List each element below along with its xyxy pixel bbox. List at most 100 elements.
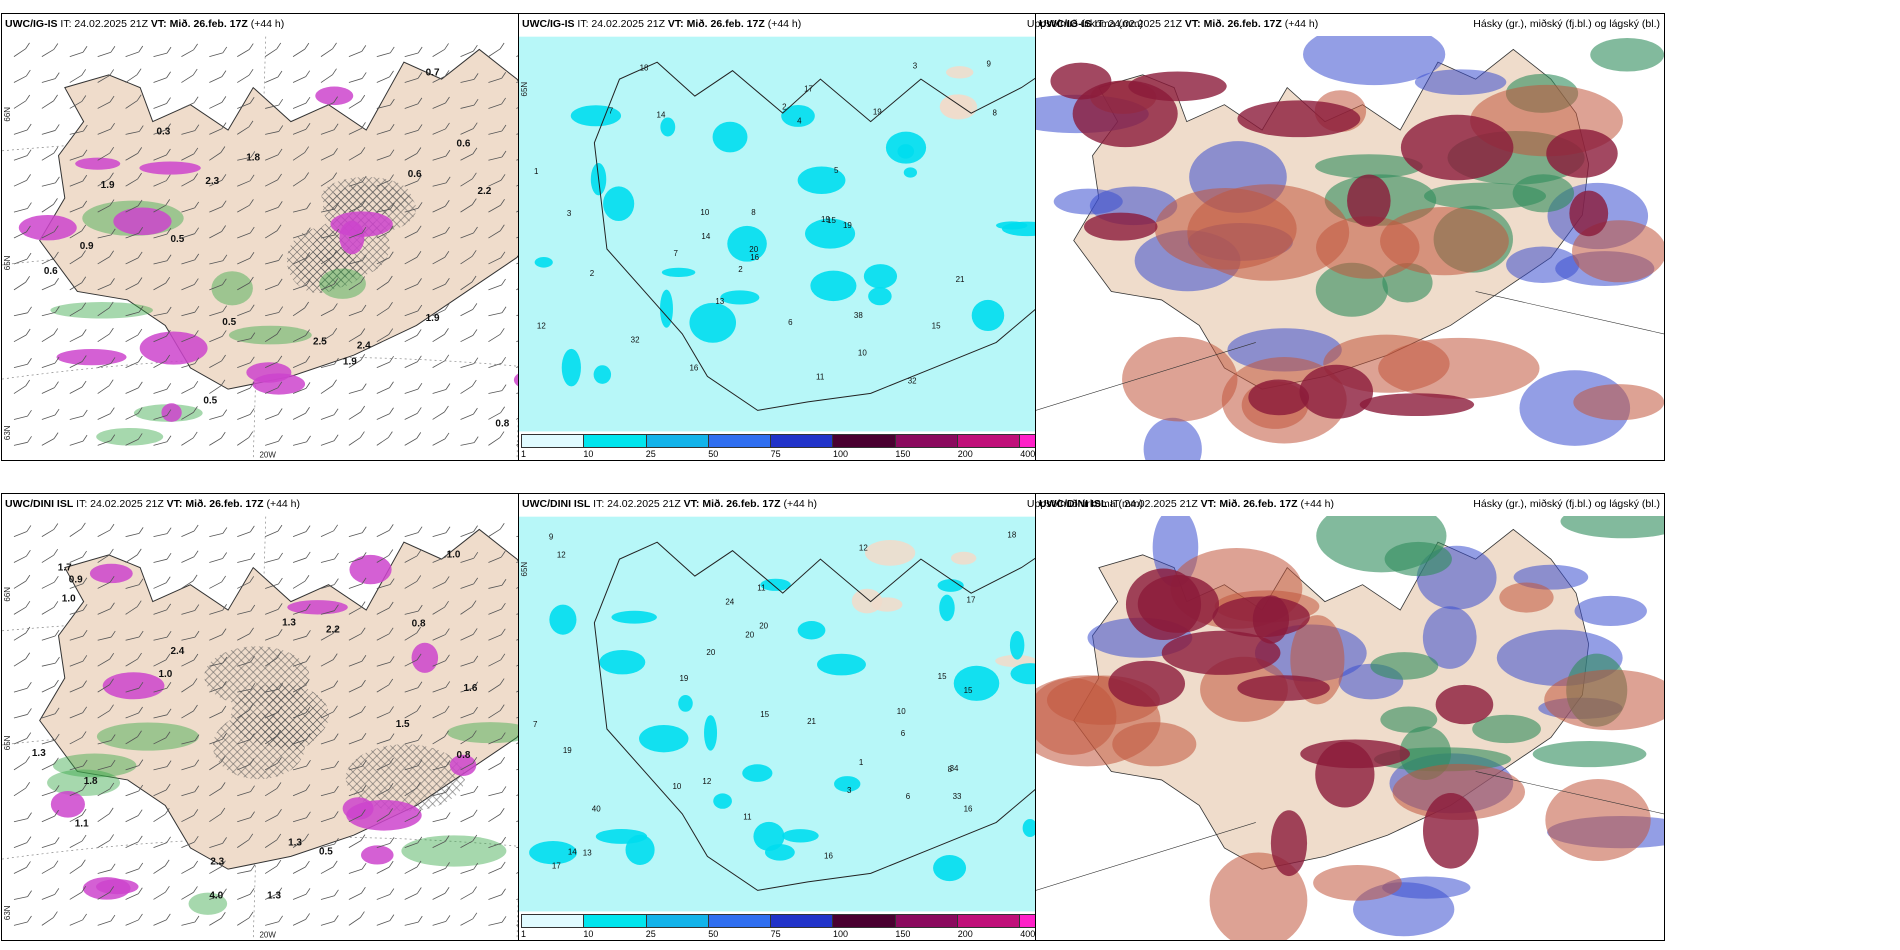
heavy-precip-area [625,834,655,865]
heavy-precip-area [534,257,553,268]
latitude-label: 65N [3,255,12,270]
init-time: IT: 24.02.2025 21Z [60,18,148,30]
high-cloud-area [1380,706,1438,733]
precip-value: 21 [807,717,816,726]
colorbar-label: 50 [708,449,719,459]
heavy-precip-area [971,299,1005,332]
precip-value: 16 [689,364,698,373]
precip-value: 20 [759,621,768,630]
low-cloud-area [1422,606,1477,669]
snow-depth-value: 1.6 [464,683,478,694]
mid-cloud-dense-area [1248,379,1310,416]
map-canvas: 0.5 0.9 0.6 1.9 1.8 0.8 0.7 1.9 2.5 2.4 0.5 0.3 0.6 2… [2,36,630,460]
colorbar-label: 1 [521,449,527,459]
colorbar-label: 75 [770,929,781,939]
snow-depth-value: 1.8 [84,776,98,787]
snow-depth-value: 0.8 [495,418,509,429]
dry-area [865,539,916,566]
snow-depth-value: 2.2 [326,624,340,635]
colorbar-label: 400 [1020,929,1036,939]
panel-header: UWC/DINI ISL IT: 24.02.2025 21Z VT: Mið.… [2,494,630,516]
latitude-label: 66N [3,587,12,602]
dry-area [939,94,973,119]
rain-area [47,769,121,797]
mid-cloud-dense-area [1299,364,1374,419]
valid-time: VT: Mið. 26.feb. 17Z [683,498,781,510]
mid-cloud-dense-area [1300,739,1410,769]
precip-value: 15 [760,710,769,719]
mid-cloud-dense-area [1435,684,1494,725]
low-cloud-area [1382,876,1471,899]
colorbar-label: 400 [1020,449,1036,459]
map-area: 0.5 0.9 0.6 1.9 1.8 0.8 0.7 1.9 2.5 2.4 0.5 0.3 0.6 2… [2,36,630,460]
snow-depth-value: 0.5 [222,317,236,328]
latitude-label: 66N [3,107,12,122]
high-cloud-area [1370,652,1439,680]
colorbar-label: 150 [895,449,911,459]
snow-depth-value: 0.5 [170,234,184,245]
snow-area [342,797,374,820]
high-cloud-area [1590,37,1664,72]
precip-value: 3 [847,786,852,795]
map-canvas [1036,36,1664,460]
heavy-precip-area [1022,819,1038,838]
panel-header: UWC/DINI ISL IT: 24.02.2025 21Z VT: Mið.… [1036,494,1664,516]
colorbar-swatch [584,435,647,447]
precip-value: 9 [549,533,554,542]
precip-value: 10 [897,707,906,716]
mid-cloud-area [1499,582,1554,613]
forecast-panel-p3: UWC/IG-IS IT: 24.02.2025 21Z VT: Mið. 26… [1035,13,1665,461]
lead-time: (+44 h) [250,18,285,30]
precip-value: 12 [702,777,711,786]
snow-depth-value: 0.6 [44,266,58,277]
snow-depth-value: 1.0 [447,550,461,561]
colorbar-swatch [895,915,959,927]
precip-value: 6 [906,792,911,801]
rain-area [50,302,153,319]
snow-depth-value: 1.3 [32,748,46,759]
high-cloud-area [1512,174,1575,213]
mid-cloud-area [1187,184,1350,281]
precip-value: 20 [745,630,754,639]
map-area [1036,516,1664,940]
heavy-precip-area [661,267,696,278]
precip-value: 8 [751,208,756,217]
precip-value: 5 [834,166,839,175]
colorbar-label: 25 [645,449,656,459]
latitude-label: 63N [3,905,12,920]
heavy-precip-area [561,348,581,387]
snow-depth-value: 2.3 [205,176,219,187]
precip-value: 1 [859,758,864,767]
forecast-panel-p6: UWC/DINI ISL IT: 24.02.2025 21Z VT: Mið.… [1035,493,1665,941]
snow-depth-value: 2.4 [170,646,184,657]
model-name: UWC/DINI ISL [5,498,74,510]
lead-time: (+44 h) [266,498,301,510]
precip-value: 21 [956,275,965,284]
colorbar-label: 50 [708,929,719,939]
precip-value: 13 [715,297,724,306]
snow-depth-value: 0.9 [69,574,83,585]
dry-area [851,588,883,614]
precip-value: 15 [932,322,941,331]
heavy-precip-area [599,649,646,675]
colorbar-label: 200 [957,449,973,459]
mid-cloud-area [1122,336,1238,422]
rain-area [96,722,199,751]
mid-cloud-area [1209,852,1308,940]
precip-value: 8 [948,765,953,774]
colorbar-label: 1 [521,929,527,939]
snow-area [411,642,439,673]
rain-area [319,268,366,299]
heavy-precip-area [897,144,915,159]
snow-depth-value: 0.9 [80,241,94,252]
heavy-precip-area [782,829,819,843]
heavy-precip-area [660,289,673,328]
colorbar-swatch [771,435,834,447]
heavy-precip-area [863,264,898,289]
mid-cloud-dense-area [1347,174,1391,227]
mid-cloud-dense-area [1270,810,1308,877]
precip-value: 16 [824,852,833,861]
heavy-precip-area [953,665,1000,701]
valid-time: VT: Mið. 26.feb. 17Z [1184,18,1282,30]
precip-value: 16 [964,805,973,814]
